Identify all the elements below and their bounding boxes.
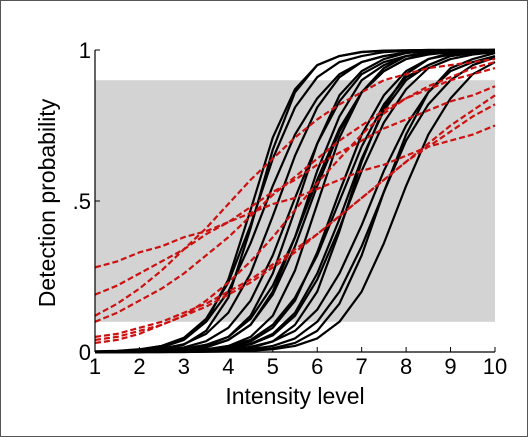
red-curve-7 — [94, 94, 496, 338]
y-tick-label: 0 — [79, 340, 91, 365]
x-axis-label: Intensity level — [225, 383, 364, 409]
red-curve-6 — [94, 103, 496, 342]
x-tick-label: 4 — [222, 354, 234, 379]
red-curve-2 — [94, 85, 496, 296]
x-tick-label: 6 — [311, 354, 323, 379]
x-tick-label: 1 — [89, 354, 101, 379]
x-tick-label: 7 — [356, 354, 368, 379]
x-tick-label: 2 — [133, 354, 145, 379]
y-tick-label: 1 — [79, 38, 91, 63]
ticks: 1 2 3 4 5 6 7 8 9 10 0 .5 1 — [73, 38, 508, 379]
x-tick-label: 9 — [444, 354, 456, 379]
x-tick-label: 3 — [178, 354, 190, 379]
red-curve-5 — [94, 61, 496, 345]
x-tick-label: 8 — [400, 354, 412, 379]
red-curve-4 — [94, 67, 496, 323]
x-tick-label: 5 — [267, 354, 279, 379]
y-axis-label: Detection probability — [34, 98, 60, 307]
black-curve-17 — [94, 48, 496, 353]
red-curves-group — [94, 57, 496, 345]
x-tick-label: 10 — [483, 354, 507, 379]
y-tick-label: .5 — [73, 189, 91, 214]
